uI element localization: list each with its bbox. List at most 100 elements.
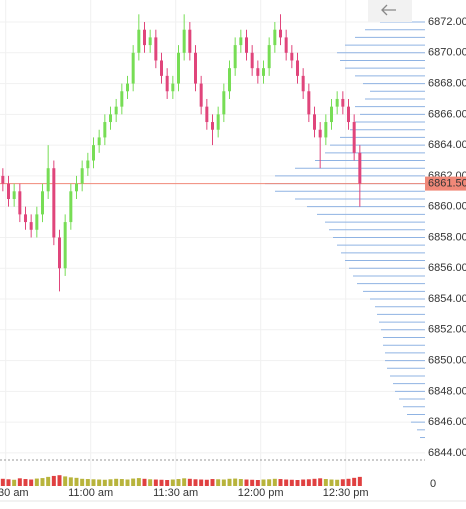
candle-body <box>46 168 50 192</box>
candle-body <box>301 75 305 92</box>
y-tick-label: 6868.00 <box>428 77 466 89</box>
back-button-bg[interactable] <box>368 0 412 22</box>
volume-bar <box>176 479 181 486</box>
volume-bar <box>6 479 11 486</box>
candle-body <box>194 52 197 84</box>
candle-body <box>211 122 214 130</box>
candle-body <box>341 98 345 107</box>
last-price-box <box>425 176 466 191</box>
volume-bar <box>153 479 158 486</box>
volume-bar <box>170 479 175 486</box>
volume-bar <box>142 478 147 486</box>
volume-bar <box>238 479 243 486</box>
candle-body <box>352 122 356 153</box>
candle-body <box>290 52 294 61</box>
candle-body <box>58 237 61 269</box>
y-tick-label: 6872.00 <box>428 16 466 28</box>
candle-body <box>222 91 226 115</box>
volume-bar <box>131 478 136 486</box>
candle-body <box>114 106 118 115</box>
candle-body <box>29 222 33 230</box>
y-tick-label: 6860.00 <box>428 201 466 213</box>
volume-bar <box>165 480 170 486</box>
volume-bar <box>74 477 79 486</box>
candle-body <box>256 68 260 76</box>
volume-bar <box>227 478 232 486</box>
volume-bar <box>91 479 96 486</box>
candle-body <box>335 98 339 107</box>
volume-bar <box>34 478 39 486</box>
last-price-label: 6861.50 <box>428 178 466 190</box>
volume-bar <box>340 479 345 486</box>
volume-bar <box>216 479 221 486</box>
candle-body <box>239 37 243 46</box>
candle-body <box>313 114 316 130</box>
candle-body <box>154 37 158 61</box>
x-tick-label: 12:00 pm <box>238 487 284 499</box>
y-tick-label: 6852.00 <box>428 324 466 336</box>
candle-body <box>324 122 328 138</box>
candle-body <box>35 214 39 230</box>
y-tick-label: 6850.00 <box>428 354 466 366</box>
volume-bar <box>193 479 198 486</box>
volume-bar <box>159 479 164 486</box>
candle-body <box>86 160 90 169</box>
candle-body <box>109 114 112 123</box>
candle-body <box>284 37 288 53</box>
volume-bar <box>346 478 351 486</box>
candle-body <box>262 68 265 76</box>
candle-body <box>307 91 311 115</box>
volume-bar <box>46 476 51 486</box>
candle-body <box>177 52 180 84</box>
volume-bar <box>335 479 340 486</box>
y-tick-label: 6866.00 <box>428 108 466 120</box>
x-tick-label: 10:30 am <box>0 487 29 499</box>
candle-body <box>188 29 192 53</box>
candle-body <box>131 52 135 84</box>
back-arrow[interactable] <box>381 4 396 16</box>
volume-bar <box>57 475 62 486</box>
candle-body <box>92 145 95 161</box>
candle-body <box>160 60 163 76</box>
volume-bar <box>250 479 255 486</box>
candle-body <box>296 60 299 76</box>
candle-body <box>358 152 362 184</box>
volume-bar <box>12 479 17 486</box>
x-tick-label: 11:30 am <box>153 487 198 499</box>
y-tick-label: 6870.00 <box>428 47 466 59</box>
candle-body <box>18 191 22 215</box>
candle-body <box>120 91 124 107</box>
y-tick-label: 6846.00 <box>428 416 466 428</box>
candle-body <box>52 168 56 238</box>
candle-body <box>126 83 129 92</box>
y-tick-label: 6858.00 <box>428 231 466 243</box>
volume-bar <box>40 478 45 486</box>
candle-body <box>199 83 203 107</box>
volume-bar <box>23 479 28 486</box>
volume-bar <box>329 479 334 486</box>
volume-bar <box>323 479 328 486</box>
volume-bar <box>17 478 22 486</box>
volume-bar <box>261 479 266 486</box>
candle-body <box>103 122 107 138</box>
volume-tick-label: 0 <box>430 478 436 490</box>
volume-bar <box>136 478 141 486</box>
volume-bar <box>29 479 34 486</box>
back-button[interactable] <box>368 0 412 22</box>
volume-bar <box>199 479 204 486</box>
candle-body <box>148 37 152 46</box>
volume-bar <box>0 478 5 486</box>
volume-bar <box>187 478 192 486</box>
y-tick-label: 6864.00 <box>428 139 466 151</box>
candle-body <box>75 183 78 192</box>
volume-bar <box>68 477 73 486</box>
volume-bar <box>267 479 272 486</box>
y-tick-label: 6848.00 <box>428 385 466 397</box>
candle-body <box>7 183 10 199</box>
volume-bar <box>85 479 90 486</box>
candle-body <box>63 222 67 269</box>
candle-body <box>330 106 333 123</box>
x-tick-label: 12:30 pm <box>323 487 369 499</box>
